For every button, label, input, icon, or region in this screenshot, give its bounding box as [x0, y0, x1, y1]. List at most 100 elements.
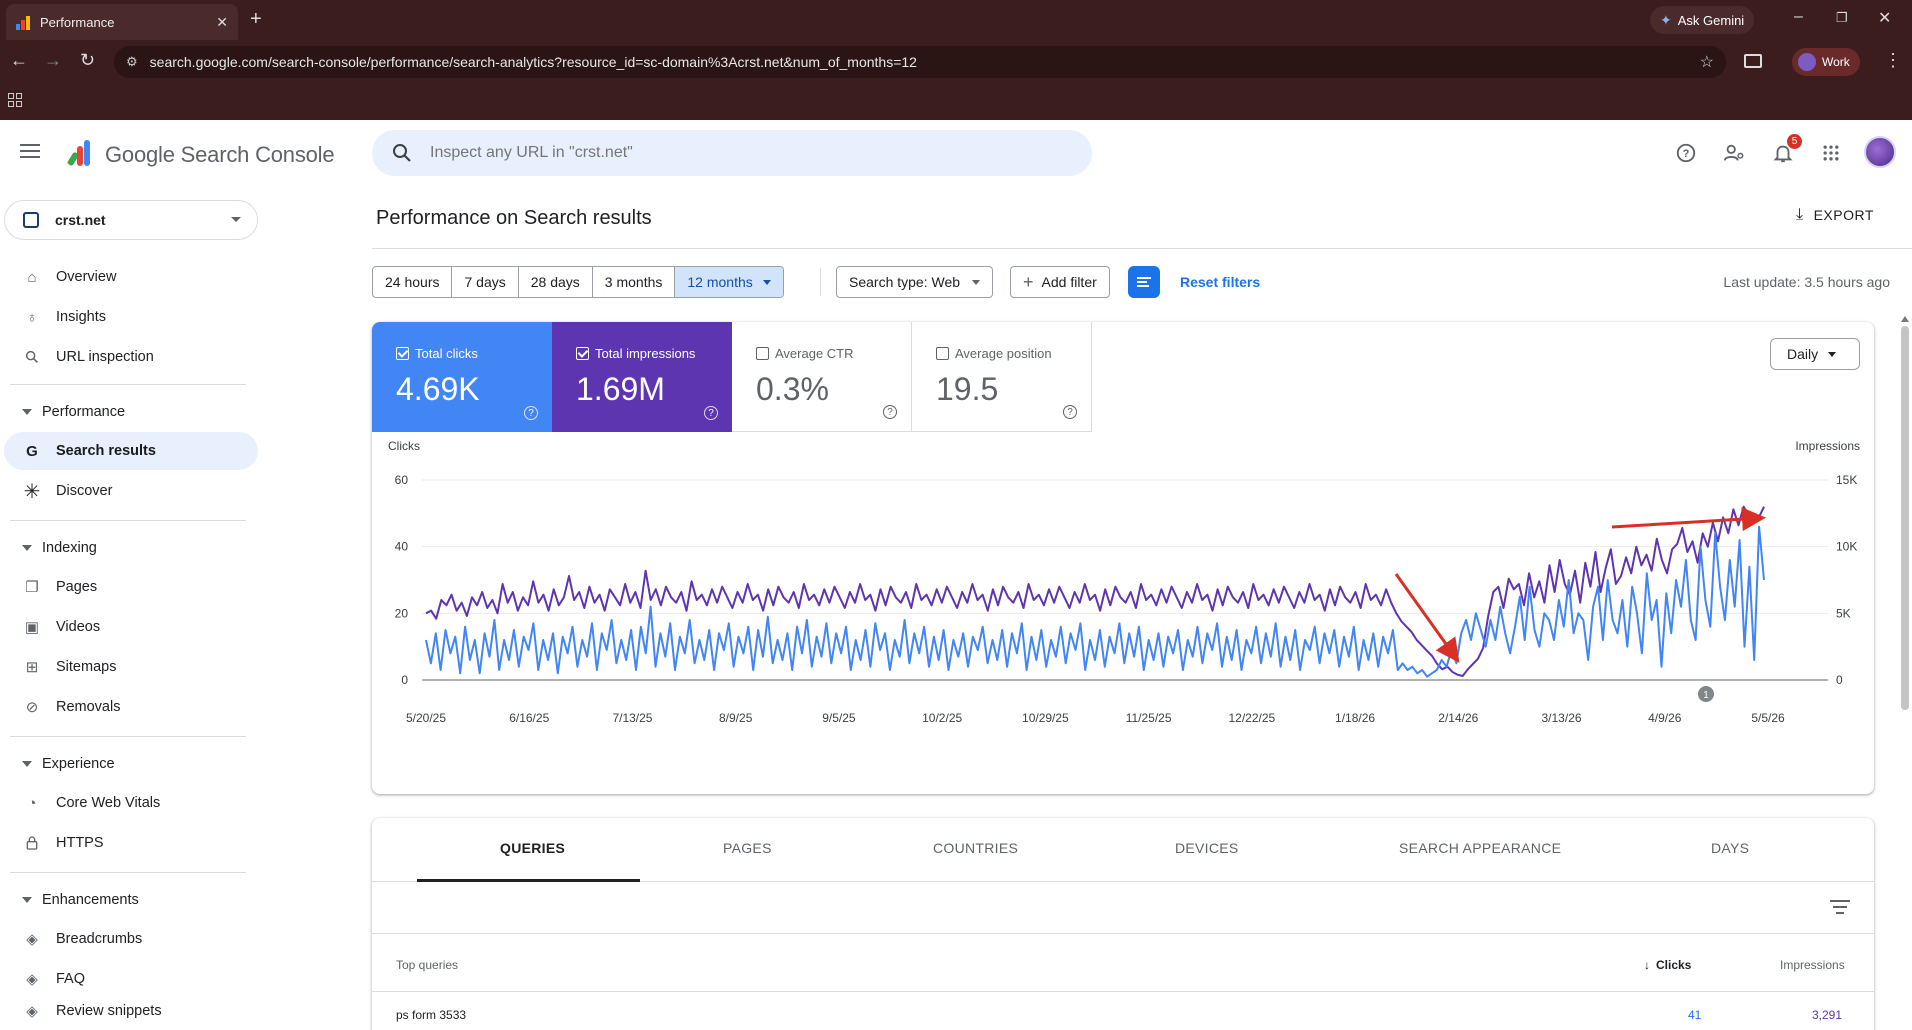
help-icon[interactable]: ?: [883, 405, 897, 419]
search-type-dropdown[interactable]: Search type: Web: [836, 266, 994, 298]
help-icon[interactable]: ?: [1673, 140, 1699, 166]
range-28-days[interactable]: 28 days: [519, 267, 593, 297]
left-tick-label: 20: [395, 606, 409, 620]
add-filter-button[interactable]: + Add filter: [1010, 266, 1110, 298]
sidebar-item-breadcrumbs[interactable]: ◈ Breadcrumbs: [4, 920, 258, 958]
checkbox-unchecked[interactable]: [936, 347, 949, 360]
notifications-bell-icon[interactable]: 5: [1770, 134, 1802, 166]
url-inspection-search[interactable]: [372, 130, 1092, 176]
close-tab-icon[interactable]: ✕: [216, 13, 228, 30]
range-3-months[interactable]: 3 months: [593, 267, 676, 297]
help-icon[interactable]: ?: [1063, 405, 1077, 419]
speedometer-icon: ◔: [27, 794, 37, 812]
new-tab-icon[interactable]: +: [250, 8, 262, 30]
sidebar-item-core-web-vitals[interactable]: ◔ Core Web Vitals: [4, 784, 258, 822]
help-icon[interactable]: ?: [704, 406, 718, 420]
sidebar-item-url-inspection[interactable]: URL inspection: [4, 338, 258, 376]
reload-icon[interactable]: ↻: [80, 50, 96, 70]
tab-search-appearance[interactable]: SEARCH APPEARANCE: [1399, 840, 1562, 856]
browser-tab[interactable]: Performance ✕: [6, 4, 238, 40]
sidebar-item-search-results[interactable]: G Search results: [4, 432, 258, 470]
plus-icon: +: [1023, 271, 1034, 292]
sidebar-item-label: Sitemaps: [56, 659, 117, 675]
collapse-caret-icon: [22, 409, 32, 415]
checkbox-checked[interactable]: [576, 347, 589, 360]
apps-grid-icon[interactable]: [8, 93, 22, 107]
site-settings-icon[interactable]: ⚙: [126, 54, 138, 69]
download-icon: ⤓: [1796, 206, 1804, 223]
range-12-months[interactable]: 12 months: [675, 267, 783, 297]
sidebar-item-discover[interactable]: ✳ Discover: [4, 472, 258, 510]
checkbox-unchecked[interactable]: [756, 347, 769, 360]
sidebar-item-insights[interactable]: ♁ Insights: [4, 298, 258, 336]
tune-filter-icon: [1137, 275, 1151, 289]
section-experience[interactable]: Experience: [22, 756, 115, 772]
side-panel-icon[interactable]: [1744, 54, 1762, 68]
property-selector[interactable]: crst.net: [4, 200, 258, 240]
profile-button[interactable]: Work: [1792, 48, 1860, 76]
range-24-hours[interactable]: 24 hours: [373, 267, 453, 297]
tab-queries[interactable]: QUERIES: [500, 840, 566, 856]
section-performance[interactable]: Performance: [22, 404, 125, 420]
scrollbar-thumb[interactable]: [1901, 326, 1909, 710]
section-enhancements[interactable]: Enhancements: [22, 892, 139, 908]
help-icon[interactable]: ?: [524, 406, 538, 420]
manage-users-icon[interactable]: [1721, 140, 1747, 166]
scroll-up-icon[interactable]: [1901, 316, 1909, 322]
column-header-query[interactable]: Top queries: [396, 958, 459, 972]
lightbulb-icon: ♁: [26, 308, 38, 326]
bookmark-star-icon[interactable]: ☆: [1699, 54, 1714, 71]
restore-window-icon[interactable]: ❐: [1836, 10, 1848, 25]
close-window-icon[interactable]: ✕: [1878, 10, 1892, 27]
url-inspection-input[interactable]: [430, 144, 1030, 162]
address-bar[interactable]: ⚙ search.google.com/search-console/perfo…: [114, 46, 1726, 78]
x-tick-label: 3/13/26: [1542, 711, 1582, 725]
page-scrollbar[interactable]: [1900, 316, 1910, 1030]
sidebar-item-videos[interactable]: ▣ Videos: [4, 608, 258, 646]
filter-rows-icon[interactable]: [1830, 900, 1850, 918]
tab-devices[interactable]: DEVICES: [1175, 840, 1239, 856]
browser-menu-icon[interactable]: ⋮: [1884, 50, 1902, 70]
performance-line-chart[interactable]: Clicks Impressions 0 0 20 5K 40 10K 60 15K 5/20/25…: [372, 432, 1874, 794]
sidebar-item-https[interactable]: HTTPS: [4, 824, 258, 862]
sidebar-item-review-snippets[interactable]: ◈ Review snippets: [4, 992, 258, 1030]
filter-settings-button[interactable]: [1128, 266, 1160, 298]
range-7-days[interactable]: 7 days: [452, 267, 519, 297]
ask-gemini-button[interactable]: ✦ Ask Gemini: [1650, 6, 1755, 34]
row-query: ps form 3533: [396, 1008, 467, 1022]
section-indexing[interactable]: Indexing: [22, 540, 97, 556]
column-header-clicks[interactable]: ↓ Clicks: [1644, 958, 1691, 972]
checkbox-checked[interactable]: [396, 347, 409, 360]
main-menu-icon[interactable]: [20, 144, 40, 162]
metric-value: 1.69M: [576, 371, 665, 407]
section-label: Enhancements: [42, 892, 139, 908]
metric-total-clicks[interactable]: Total clicks 4.69K ?: [372, 322, 552, 432]
sidebar-item-pages[interactable]: ❐ Pages: [4, 568, 258, 606]
forward-arrow-icon[interactable]: →: [44, 50, 62, 70]
minimize-window-icon[interactable]: –: [1794, 8, 1803, 25]
sidebar-item-sitemaps[interactable]: ⊞ Sitemaps: [4, 648, 258, 686]
account-avatar[interactable]: [1864, 136, 1896, 168]
metric-average-position[interactable]: Average position 19.5 ?: [912, 322, 1092, 432]
sidebar-item-overview[interactable]: ⌂ Overview: [4, 258, 258, 296]
granularity-dropdown[interactable]: Daily: [1770, 338, 1860, 370]
sidebar-item-faq[interactable]: ◈ FAQ: [4, 960, 258, 998]
sidebar-item-removals[interactable]: ⊘ Removals: [4, 688, 258, 726]
layers-icon: ◈: [26, 1003, 38, 1020]
metric-average-ctr[interactable]: Average CTR 0.3% ?: [732, 322, 912, 432]
tab-days[interactable]: DAYS: [1711, 840, 1750, 856]
red-arrow-peak: [1611, 507, 1766, 532]
tab-countries[interactable]: COUNTRIES: [933, 840, 1019, 856]
metric-total-impressions[interactable]: Total impressions 1.69M ?: [552, 322, 732, 432]
metric-value: 0.3%: [756, 371, 829, 407]
tab-pages[interactable]: PAGES: [723, 840, 772, 856]
table-row[interactable]: ps form 3533 41 3,291: [372, 992, 1874, 1030]
column-header-impressions[interactable]: Impressions: [1780, 958, 1845, 972]
reset-filters-link[interactable]: Reset filters: [1180, 274, 1261, 290]
x-tick-label: 5/5/26: [1751, 711, 1785, 725]
back-arrow-icon[interactable]: ←: [10, 50, 28, 70]
export-button[interactable]: ⤓ EXPORT: [1796, 206, 1874, 224]
x-tick-label: 6/16/25: [509, 711, 549, 725]
google-apps-icon[interactable]: [1818, 140, 1844, 166]
notification-count-badge: 5: [1787, 134, 1802, 149]
